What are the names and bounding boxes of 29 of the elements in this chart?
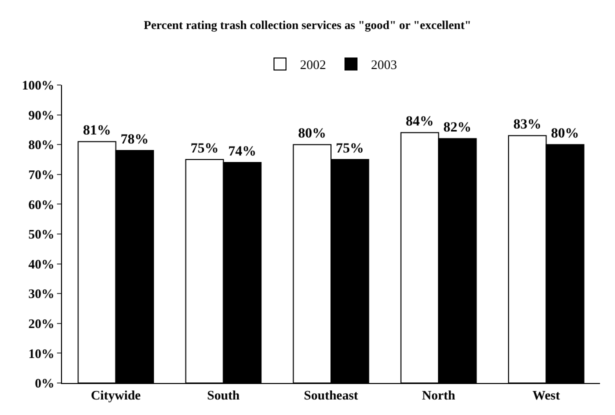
legend-label: 2003 <box>371 57 397 72</box>
y-tick-label: 0% <box>34 376 54 391</box>
data-label: 83% <box>513 118 542 133</box>
y-tick-label: 70% <box>28 166 54 182</box>
data-label: 74% <box>228 144 256 160</box>
data-label: 84% <box>406 114 434 130</box>
data-label: 75% <box>190 142 219 156</box>
x-tick-label: South <box>207 388 240 403</box>
data-label: 80% <box>551 126 580 142</box>
y-tick-label: 50% <box>28 226 54 242</box>
data-label: 82% <box>443 120 472 136</box>
data-label: 81% <box>82 124 111 139</box>
y-tick-label: 90% <box>28 107 54 122</box>
x-tick-label: North <box>422 388 456 403</box>
x-tick-label: West <box>532 388 561 403</box>
y-tick-label: 30% <box>28 286 54 302</box>
x-tick-label: Citywide <box>90 388 141 403</box>
data-label: 75% <box>336 142 364 156</box>
y-tick-label: 80% <box>28 137 54 152</box>
data-label: 78% <box>120 132 149 148</box>
legend-label: 2002 <box>300 57 326 72</box>
y-tick-label: 40% <box>28 256 54 272</box>
data-label: 80% <box>298 126 326 142</box>
x-tick-label: Southeast <box>304 388 359 403</box>
y-tick-label: 20% <box>28 316 54 331</box>
y-tick-label: 100% <box>22 78 54 93</box>
y-tick-label: 60% <box>28 196 54 212</box>
y-tick-label: 10% <box>28 346 54 361</box>
chart-title: Percent rating trash collection services as "good" or "excellent" <box>144 18 472 32</box>
